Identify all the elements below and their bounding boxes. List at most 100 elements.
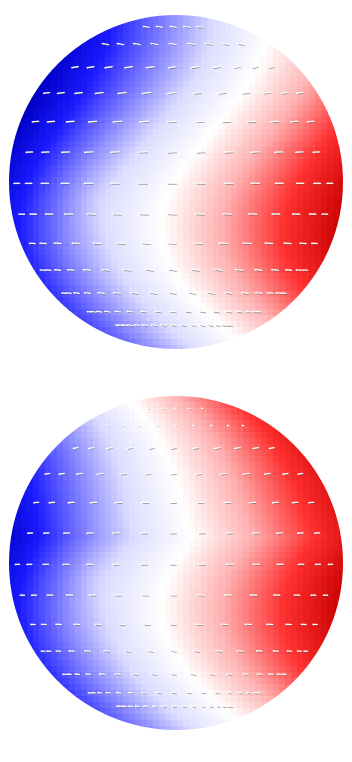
vector-arrow (116, 42, 125, 46)
vector-arrow (121, 324, 128, 327)
vector-arrow (106, 446, 113, 450)
vector-arrow (139, 120, 150, 123)
vector-arrow (87, 120, 98, 123)
vector-arrow (194, 472, 203, 476)
vector-arrow (269, 120, 279, 123)
vector-arrow (128, 705, 134, 708)
vector-arrow (228, 705, 234, 708)
vector-arrow (181, 705, 187, 708)
vector-arrow (117, 91, 127, 95)
vector-arrow (196, 25, 204, 29)
vector-arrow (169, 650, 177, 653)
vector-arrow (65, 292, 72, 295)
vector-arrow (86, 65, 95, 69)
vector-arrow (117, 324, 124, 327)
vector-arrow (268, 673, 274, 676)
vector-arrows (14, 407, 334, 708)
vector-arrow (171, 705, 177, 708)
vector-arrow (92, 242, 102, 245)
vector-arrow (115, 691, 122, 695)
vector-arrow (82, 268, 92, 272)
vector-arrow (74, 673, 81, 676)
vector-arrow (215, 650, 223, 653)
vector-arrow (89, 310, 96, 314)
vector-arrow (213, 446, 221, 450)
vector-arrow (74, 91, 83, 95)
vector-arrow (85, 673, 92, 676)
vector-arrow (72, 446, 79, 450)
vector-arrow (126, 324, 134, 327)
vector-arrow (150, 324, 158, 327)
vector-arrow (186, 42, 196, 46)
vector-arrow (235, 310, 243, 314)
vector-arrow (215, 705, 221, 708)
vector-arrow (207, 324, 214, 327)
vector-arrow (221, 120, 232, 123)
vector-arrow (142, 705, 149, 708)
vector-arrow (226, 673, 233, 676)
vector-arrow (190, 268, 200, 272)
vector-arrow (236, 42, 245, 46)
vector-arrow (119, 472, 127, 476)
vector-arrow (141, 324, 149, 327)
vector-arrow (272, 650, 279, 653)
vector-arrow (213, 691, 220, 695)
vector-arrow (208, 673, 216, 676)
vector-arrow (217, 91, 227, 95)
vector-arrow (161, 705, 167, 708)
vector-arrow (184, 310, 192, 314)
vector-arrow (96, 472, 104, 476)
vector-arrow (154, 310, 162, 314)
vector-arrow (140, 242, 151, 245)
vector-arrow (224, 310, 233, 314)
vector-arrow (192, 242, 203, 245)
vector-arrow (150, 42, 159, 46)
vector-arrow (256, 673, 263, 676)
vector-arrow (104, 310, 111, 314)
vector-arrow (271, 268, 279, 272)
vector-arrow (190, 705, 197, 708)
vector-arrow (189, 324, 197, 327)
vector-arrow (198, 324, 206, 327)
vector-arrow (169, 673, 177, 676)
vector-arrow (167, 91, 177, 95)
vector-arrow (73, 292, 81, 295)
vector-arrow (91, 691, 96, 695)
vector-arrow (261, 91, 271, 95)
vector-arrow (233, 446, 241, 450)
vector-arrow (167, 65, 177, 69)
vector-arrow (275, 292, 282, 295)
vector-arrow (237, 691, 243, 695)
vector-arrow (234, 268, 244, 272)
vector-arrow (142, 25, 150, 29)
vector-arrow (112, 120, 123, 123)
vector-arrow (169, 446, 177, 450)
sphere-panel-top (9, 15, 343, 349)
vector-arrow (166, 242, 177, 245)
vector-arrow (134, 705, 141, 708)
vector-arrow (68, 650, 75, 653)
vector-arrow (283, 242, 292, 245)
vector-arrow (61, 292, 67, 295)
vector-arrow (169, 25, 177, 29)
vector-arrow (240, 91, 250, 95)
vector-arrow (160, 324, 167, 327)
vector-arrow (130, 291, 139, 295)
vector-arrow (84, 650, 92, 653)
vector-arrow (200, 705, 206, 708)
vector-arrow (255, 310, 262, 314)
vector-arrow (65, 120, 75, 123)
vector-arrow (250, 65, 260, 69)
sphere-plot-bottom (9, 396, 343, 730)
vector-arrow (276, 673, 282, 676)
vector-arrow (122, 268, 132, 272)
color-field (9, 15, 343, 349)
vector-arrow (150, 673, 158, 676)
vector-arrow (267, 65, 275, 69)
vector-arrow (200, 691, 207, 695)
vector-arrow (148, 291, 158, 295)
vector-arrow (232, 65, 241, 69)
vector-arrow (224, 291, 233, 295)
vector-arrow (204, 42, 213, 46)
vector-arrow (155, 691, 162, 695)
